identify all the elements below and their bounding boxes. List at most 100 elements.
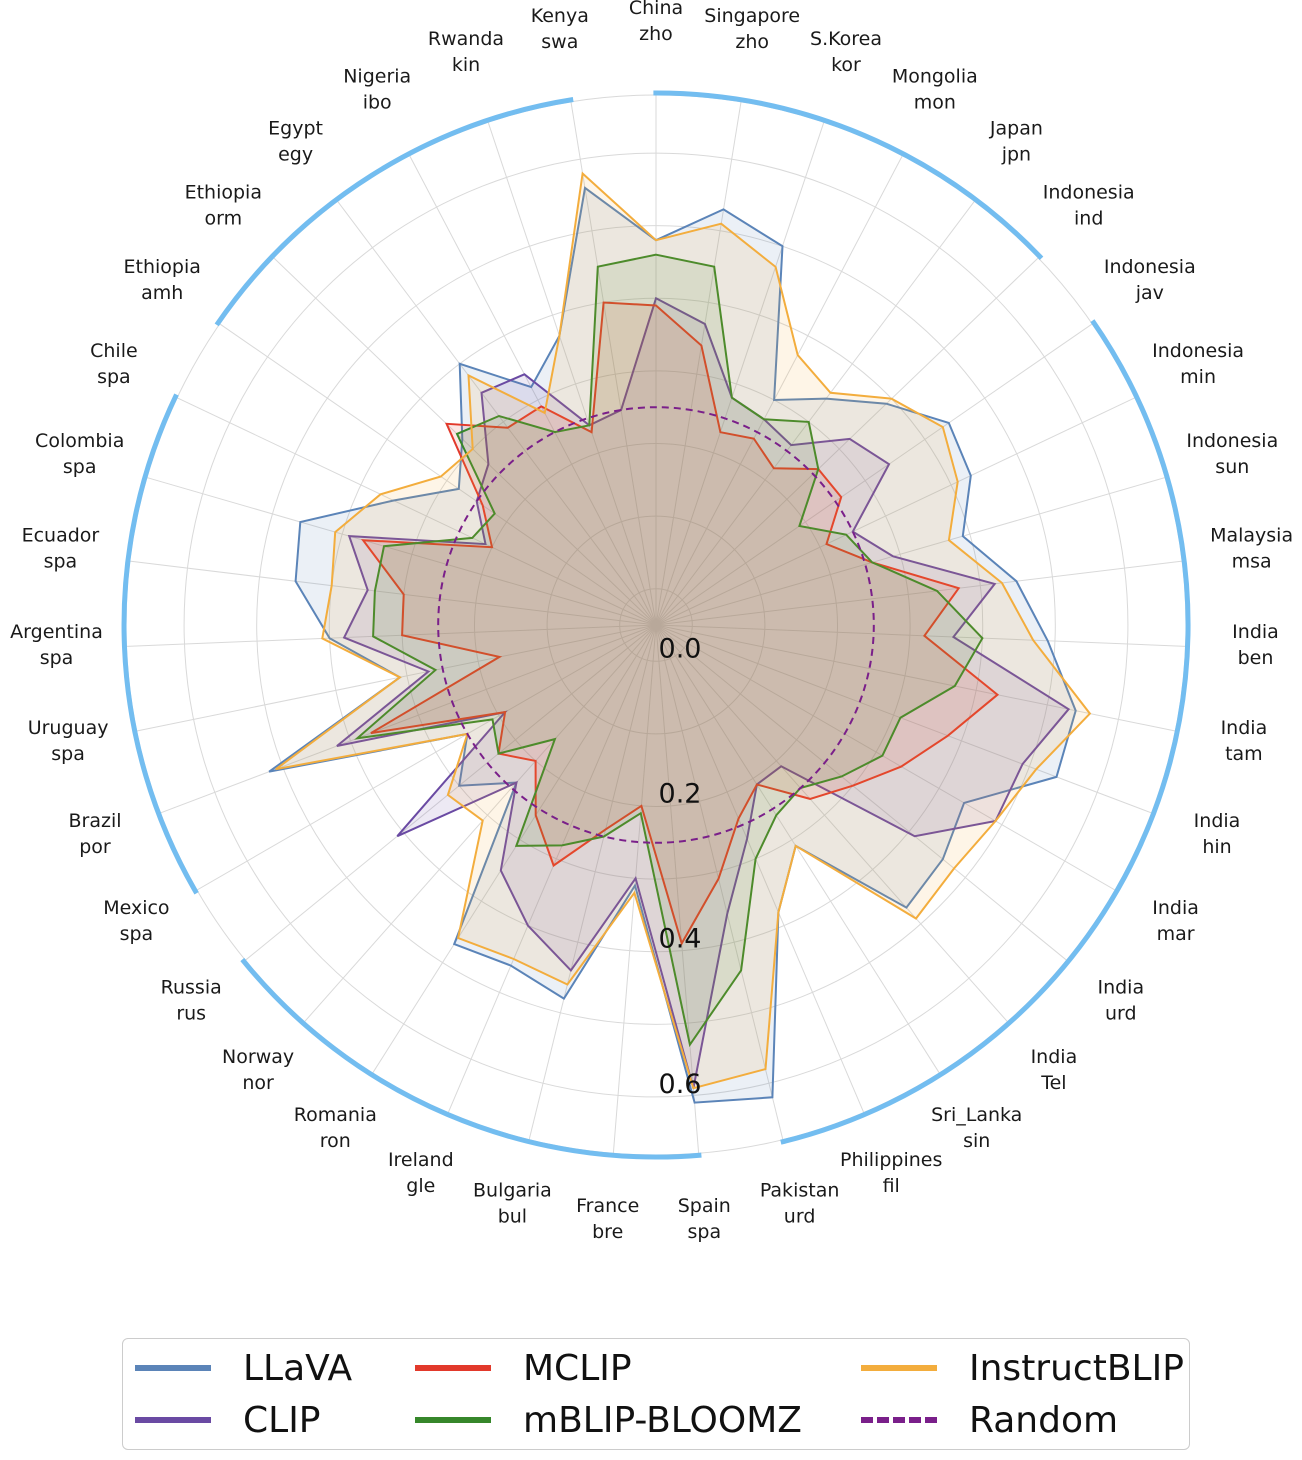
grid-spoke-7	[655, 397, 1136, 626]
category-country-36: Nigeria	[343, 66, 411, 88]
grid-spoke-23	[372, 624, 657, 1074]
grid-spoke-1	[655, 101, 742, 626]
grid-spoke-13	[655, 624, 1116, 891]
grid-spoke-17	[655, 624, 865, 1113]
category-country-1: Singapore	[704, 5, 800, 27]
grid-spoke-18	[655, 624, 784, 1140]
category-label-9: Malaysia msa	[1210, 525, 1293, 573]
category-label-27: Brazil por	[68, 810, 121, 858]
category-country-15: India	[1031, 1046, 1078, 1068]
legend-item-instructblip: InstructBLIP	[861, 1343, 1184, 1393]
category-label-1: Singapore zho	[704, 5, 800, 53]
category-language-23: ron	[320, 1130, 351, 1152]
category-country-27: Brazil	[68, 810, 121, 832]
category-country-29: Argentina	[10, 621, 103, 643]
highlight-arc-1	[780, 319, 1191, 1145]
category-language-27: por	[79, 836, 111, 858]
legend-swatch-mblip-bloomz	[415, 1417, 491, 1423]
legend-swatch-instructblip	[861, 1365, 937, 1371]
radar-series	[268, 171, 1092, 1104]
r-tick-label-1: 0.2	[659, 779, 702, 810]
category-label-15: India Tel	[1031, 1046, 1078, 1094]
category-language-35: egy	[278, 143, 313, 165]
series-random-ring	[437, 406, 875, 844]
category-language-24: nor	[242, 1072, 274, 1094]
category-country-6: Indonesia	[1104, 256, 1196, 278]
category-label-28: Uruguay spa	[28, 717, 109, 765]
category-label-25: Russia rus	[161, 977, 222, 1025]
category-country-26: Mexico	[103, 897, 169, 919]
category-language-10: ben	[1238, 647, 1274, 669]
category-label-17: Philippines fil	[840, 1149, 942, 1197]
category-label-19: Spain spa	[678, 1195, 731, 1243]
category-country-14: India	[1097, 977, 1144, 999]
series-mclip-line	[361, 301, 1000, 946]
grid-spoke-24	[304, 624, 657, 1023]
grid-spoke-16	[655, 624, 940, 1074]
category-label-32: Chile spa	[90, 340, 138, 388]
legend-swatch-mclip	[415, 1365, 491, 1371]
category-label-26: Mexico spa	[103, 897, 169, 945]
category-label-12: India hin	[1194, 810, 1241, 858]
grid-spoke-36	[409, 155, 657, 626]
r-tick-label-0: 0.0	[659, 633, 702, 664]
highlight-arcs	[121, 90, 1191, 1160]
series-mblip-bloomz-area	[357, 254, 983, 1045]
category-label-33: Ethiopia amh	[124, 256, 201, 304]
category-country-38: Kenya	[531, 5, 589, 27]
category-language-19: spa	[687, 1221, 721, 1243]
category-country-28: Uruguay	[28, 717, 109, 739]
category-language-6: jav	[1135, 282, 1164, 304]
highlight-arc-3	[121, 393, 199, 895]
category-country-13: India	[1152, 897, 1199, 919]
category-label-38: Kenya swa	[531, 5, 589, 53]
legend-label-random: Random	[969, 1399, 1119, 1441]
category-language-32: spa	[97, 366, 131, 388]
grid-spoke-28	[136, 624, 657, 732]
r-tick-label-2: 0.4	[659, 924, 702, 955]
series-instructblip-area	[275, 173, 1090, 1089]
category-language-15: Tel	[1040, 1072, 1066, 1094]
category-language-34: orm	[204, 207, 242, 229]
category-language-20: bre	[592, 1221, 623, 1243]
category-country-7: Indonesia	[1152, 340, 1244, 362]
category-label-37: Rwanda kin	[428, 28, 504, 76]
grid-spoke-35	[337, 200, 657, 626]
category-country-21: Bulgaria	[473, 1180, 552, 1202]
grid-spoke-10	[655, 624, 1186, 647]
category-country-31: Colombia	[35, 430, 124, 452]
grid-spoke-20	[612, 624, 657, 1154]
grid-spoke-32	[176, 397, 657, 626]
category-label-4: Japan jpn	[989, 117, 1043, 165]
grid-spoke-14	[655, 624, 1067, 961]
category-label-30: Ecuador spa	[22, 525, 100, 573]
category-country-35: Egypt	[268, 117, 323, 139]
series-clip-area	[336, 298, 1069, 1089]
category-country-11: India	[1221, 717, 1268, 739]
grid-spoke-19	[655, 624, 700, 1154]
category-label-0: China zho	[629, 0, 683, 45]
category-country-32: Chile	[90, 340, 138, 362]
category-label-21: Bulgaria bul	[473, 1180, 552, 1228]
category-language-36: ibo	[363, 92, 392, 114]
category-language-33: amh	[141, 282, 183, 304]
category-country-34: Ethiopia	[185, 181, 262, 203]
category-label-35: Egypt egy	[268, 117, 323, 165]
category-label-2: S.Korea kor	[810, 28, 882, 76]
category-country-30: Ecuador	[22, 525, 100, 547]
r-tick-label-3: 0.6	[659, 1069, 702, 1100]
series-clip-line	[336, 296, 1071, 1089]
grid-spoke-12	[655, 624, 1152, 814]
grid-spoke-33	[219, 323, 657, 626]
category-language-1: zho	[735, 31, 769, 53]
category-country-16: Sri_Lanka	[931, 1104, 1022, 1126]
grid-spoke-8	[655, 477, 1166, 626]
category-country-18: Pakistan	[760, 1180, 840, 1202]
category-country-17: Philippines	[840, 1149, 942, 1171]
legend-label-clip: CLIP	[243, 1399, 321, 1441]
category-language-37: kin	[452, 54, 480, 76]
category-country-8: Indonesia	[1186, 430, 1278, 452]
category-country-0: China	[629, 0, 683, 19]
category-language-16: sin	[963, 1130, 990, 1152]
